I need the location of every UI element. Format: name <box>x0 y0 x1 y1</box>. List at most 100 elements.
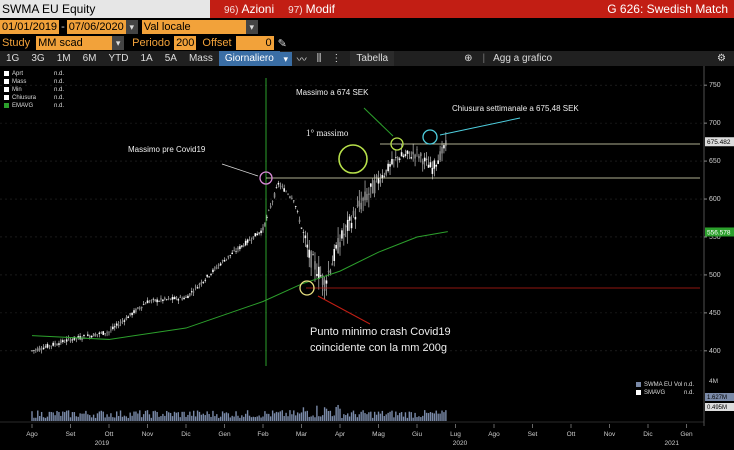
volume-bar <box>281 410 283 421</box>
volume-bar <box>106 414 108 421</box>
tab-ytd[interactable]: YTD <box>108 53 129 64</box>
chevron-down-icon[interactable]: ▾ <box>125 19 138 34</box>
volume-bar <box>252 416 255 421</box>
zoom-icon[interactable]: ⊕ <box>464 53 473 64</box>
candle-body <box>385 169 387 175</box>
legend-swatch <box>4 103 9 108</box>
chevron-down-icon[interactable]: ▾ <box>245 19 258 34</box>
candle-body <box>277 182 280 185</box>
candle-body <box>204 279 207 281</box>
tab-1g[interactable]: 1G <box>6 53 20 64</box>
candle-body <box>125 317 128 320</box>
tab-giornaliero[interactable]: Giornaliero <box>218 51 280 66</box>
candle-body <box>127 316 130 319</box>
candle-body <box>269 205 272 208</box>
candle-body <box>368 193 370 195</box>
volume-bar <box>177 412 179 421</box>
offset-field[interactable]: 0 <box>235 36 274 50</box>
volume-bar <box>406 417 409 421</box>
volume-bar <box>98 411 101 421</box>
candle-body <box>246 239 249 243</box>
volume-bar <box>320 416 322 421</box>
candle-body <box>62 340 64 342</box>
range-dash: - <box>61 20 65 33</box>
volume-bar <box>277 412 280 421</box>
candle-body <box>67 338 70 339</box>
tab-1a[interactable]: 1A <box>140 53 153 64</box>
volume-bar <box>339 408 341 421</box>
tab-3g[interactable]: 3G <box>31 53 45 64</box>
chevron-down-icon[interactable]: ▾ <box>112 36 125 50</box>
arrow-pre-covid <box>221 163 259 177</box>
candle-body <box>152 298 155 300</box>
candle-body <box>113 326 116 328</box>
candle-body <box>56 344 58 346</box>
first-high-marker <box>338 144 368 174</box>
covid-low-marker <box>299 280 315 296</box>
legend-value: n.d. <box>53 79 64 85</box>
tab-mass[interactable]: Mass <box>188 53 213 64</box>
study-select[interactable]: MM scad <box>36 36 113 50</box>
legend-value: n.d. <box>53 87 64 93</box>
candle-body <box>435 164 438 167</box>
volume-bar <box>58 412 60 421</box>
legend-label: EMAVG <box>12 103 34 109</box>
volume-bar <box>67 410 70 421</box>
pencil-icon[interactable]: ✎ <box>277 37 287 50</box>
candle-body <box>262 227 264 231</box>
volume-bar <box>391 410 393 421</box>
modif-menu[interactable]: 97) Modif <box>288 2 335 16</box>
x-tick-label: Set <box>528 431 538 438</box>
bar-chart-icon[interactable]: ⋮ <box>331 53 342 64</box>
candle-body <box>289 196 291 198</box>
y-tick-label: 650 <box>709 158 721 165</box>
chevron-down-icon[interactable]: ▾ <box>279 51 292 66</box>
candle-body <box>90 335 93 338</box>
volume-bar <box>116 411 118 421</box>
legend-item: Aprt n.d. <box>4 70 64 78</box>
volume-bar <box>198 411 201 421</box>
candle-body <box>40 349 43 351</box>
table-button[interactable]: Tabella <box>350 51 395 66</box>
volume-bar <box>69 417 72 421</box>
candle-body <box>160 298 162 300</box>
candlestick-icon[interactable]: ⫼ <box>316 53 322 64</box>
volume-bar <box>420 417 422 421</box>
add-to-chart-button[interactable]: Agg a grafico <box>493 53 553 64</box>
volume-bar <box>433 413 436 421</box>
volume-bar <box>256 416 258 421</box>
tab-5a[interactable]: 5A <box>164 53 177 64</box>
volume-bar <box>400 412 403 421</box>
currency-select[interactable]: Val locale <box>141 19 246 34</box>
volume-bar <box>362 410 364 421</box>
ticker-field[interactable]: SWMA EU Equity <box>0 0 210 18</box>
candle-body <box>306 244 309 248</box>
line-chart-icon[interactable]: 〰 <box>296 55 307 66</box>
volume-bar <box>85 410 87 421</box>
volume-bar <box>71 412 74 421</box>
volume-bar <box>393 417 395 421</box>
end-date-field[interactable]: 07/06/2020 <box>66 19 126 34</box>
candle-body <box>162 299 164 301</box>
gear-icon[interactable]: ⚙ <box>717 53 726 64</box>
candle-body <box>371 180 374 194</box>
period-field[interactable]: 200 <box>174 36 197 50</box>
volume-bar <box>206 411 208 421</box>
candle-body <box>156 299 158 303</box>
start-date-field[interactable]: 01/01/2019 <box>0 19 60 34</box>
volume-legend: SWMA EU Vol n.d. SMAVG n.d. <box>636 381 694 397</box>
volume-bar <box>167 412 170 421</box>
azioni-menu[interactable]: 96) Azioni <box>224 2 274 16</box>
candle-body <box>165 299 168 300</box>
volume-bar <box>429 412 432 421</box>
candle-body <box>325 280 328 284</box>
candle-body <box>335 244 337 249</box>
volume-bar <box>237 415 239 421</box>
tab-6m[interactable]: 6M <box>82 53 97 64</box>
candle-body <box>395 157 397 158</box>
volume-bar <box>127 417 129 421</box>
volume-bar <box>146 410 149 421</box>
candle-body <box>63 342 66 343</box>
tab-1m[interactable]: 1M <box>56 53 71 64</box>
